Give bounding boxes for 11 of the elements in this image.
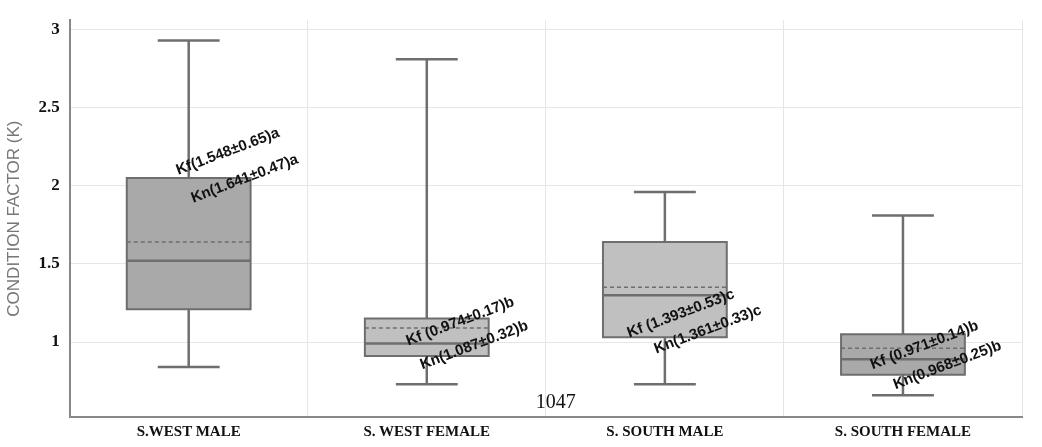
y-tick-label: 2.5 bbox=[38, 97, 60, 117]
x-tick-label: S. SOUTH FEMALE bbox=[834, 422, 972, 439]
y-axis-title: CONDITION FACTOR (K) bbox=[3, 120, 23, 317]
x-tick-label: S.WEST MALE bbox=[136, 422, 241, 439]
y-tick-label: 1 bbox=[51, 331, 60, 351]
annotation: 1047 bbox=[535, 390, 576, 413]
y-tick-label: 2 bbox=[51, 175, 60, 195]
x-tick-label: S. WEST FEMALE bbox=[363, 422, 491, 439]
x-tick-label: S. SOUTH MALE bbox=[606, 422, 724, 439]
y-tick-label: 1.5 bbox=[38, 253, 60, 273]
y-tick-label: 3 bbox=[51, 18, 60, 38]
